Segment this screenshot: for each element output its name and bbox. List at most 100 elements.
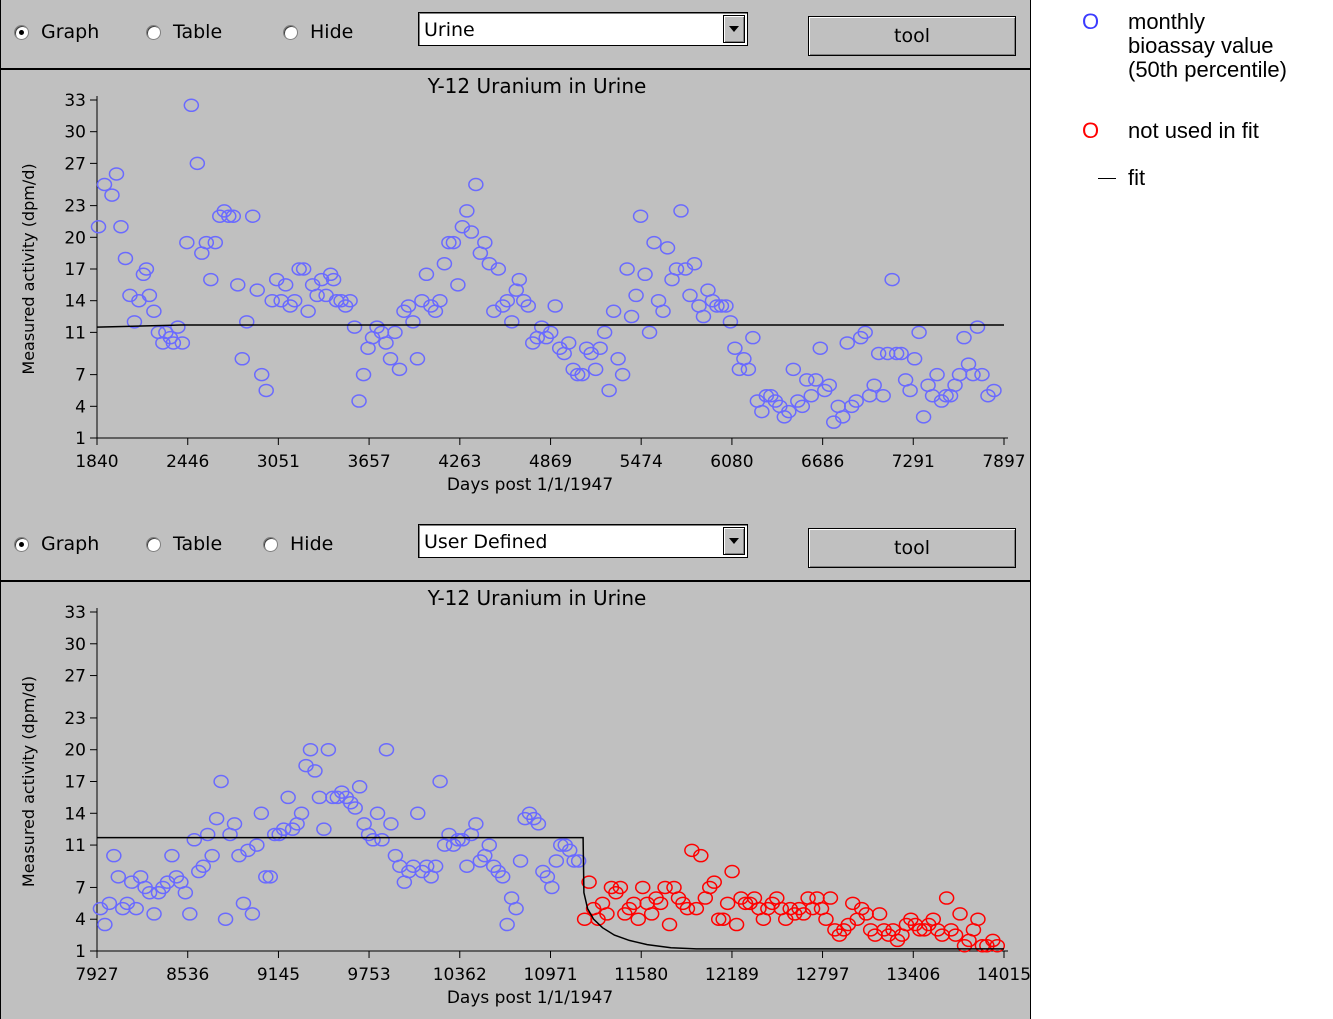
x-tick-label: 9753: [347, 965, 390, 985]
radio-graph-2[interactable]: Graph: [14, 533, 100, 555]
data-point: [508, 901, 524, 916]
data-point: [695, 309, 712, 324]
data-point: [632, 209, 649, 223]
y-tick-label: 4: [75, 397, 86, 417]
radio-table-1-label: Table: [173, 21, 223, 43]
data-point: [207, 235, 224, 250]
y-tick-label: 27: [64, 667, 86, 687]
data-point: [659, 241, 676, 255]
data-point: [258, 870, 274, 884]
y-tick-label: 20: [64, 228, 86, 248]
excluded-data-point: [938, 891, 955, 905]
data-point: [682, 288, 698, 303]
data-point: [110, 870, 127, 884]
data-point: [351, 780, 368, 794]
excluded-data-point: [970, 912, 986, 926]
measurement-dropdown-1[interactable]: Urine: [418, 12, 748, 46]
radio-hide-2-indicator[interactable]: [263, 536, 278, 552]
dropdown-arrow-1-button[interactable]: [723, 15, 745, 43]
y-axis-label: Measured activity (dpm/d): [19, 163, 38, 374]
chevron-down-icon: [729, 26, 739, 32]
data-point: [165, 336, 182, 350]
measurement-dropdown-2[interactable]: User Defined: [418, 524, 748, 558]
data-point: [365, 833, 381, 847]
y-tick-label: 30: [64, 123, 86, 143]
legend-marker-blue-circle: O: [1082, 9, 1100, 34]
radio-graph-2-indicator[interactable]: [14, 536, 29, 552]
data-point: [213, 774, 229, 789]
controls-bar-2: Graph Table Hide User Defined tool: [0, 512, 1031, 570]
y-tick-label: 23: [64, 197, 86, 217]
data-point: [686, 256, 703, 271]
radio-graph-1[interactable]: Graph: [14, 21, 99, 43]
data-point: [182, 907, 198, 921]
radio-graph-2-label: Graph: [41, 533, 100, 555]
x-tick-label: 11580: [614, 965, 668, 985]
data-point: [566, 854, 582, 868]
dropdown-arrow-2-button[interactable]: [723, 527, 745, 555]
y-tick-label: 14: [64, 292, 86, 312]
radio-hide-2-label: Hide: [290, 533, 334, 555]
x-axis-label: Days post 1/1/1947: [447, 475, 613, 495]
data-point: [128, 901, 144, 916]
radio-table-1[interactable]: Table: [146, 21, 223, 43]
data-point: [436, 256, 453, 271]
x-tick-label: 9145: [257, 965, 300, 985]
radio-graph-1-indicator[interactable]: [14, 24, 29, 40]
data-point: [113, 220, 129, 234]
data-point: [808, 373, 824, 387]
legend-text-line: not used in fit: [1128, 118, 1259, 143]
radio-hide-1-indicator[interactable]: [283, 24, 298, 40]
data-point: [673, 204, 689, 218]
y-tick-label: 27: [64, 154, 86, 174]
data-point: [969, 320, 986, 334]
data-point: [217, 912, 234, 926]
data-point: [253, 806, 270, 821]
data-point: [520, 299, 537, 313]
data-point: [198, 235, 215, 250]
radio-table-2-indicator[interactable]: [146, 536, 161, 552]
data-point: [929, 367, 945, 382]
data-point: [382, 352, 399, 366]
legend-text-fit: fit: [1128, 166, 1333, 190]
data-point: [195, 859, 211, 873]
radio-table-2[interactable]: Table: [146, 533, 222, 555]
data-point: [623, 309, 640, 324]
data-point: [812, 341, 829, 355]
data-point: [104, 188, 120, 202]
data-point: [450, 278, 466, 292]
data-point: [619, 262, 635, 276]
data-point: [511, 272, 528, 287]
radio-hide-1[interactable]: Hide: [283, 21, 353, 43]
data-point: [938, 389, 954, 403]
data-point: [463, 225, 480, 239]
data-point: [138, 262, 155, 276]
data-point: [369, 806, 386, 821]
data-point: [325, 272, 342, 287]
legend-text-line: bioassay value: [1128, 33, 1274, 58]
data-point: [391, 362, 408, 377]
data-point: [295, 262, 312, 276]
x-tick-label: 4263: [438, 452, 481, 472]
data-point: [225, 209, 242, 223]
data-point: [286, 293, 303, 308]
data-point: [432, 774, 448, 789]
data-point: [727, 341, 743, 355]
data-point: [378, 742, 395, 757]
data-point: [834, 410, 851, 424]
controls-bar-1: Graph Table Hide Urine tool: [0, 0, 1031, 58]
legend-text-monthly: monthly bioassay value (50th percentile): [1128, 10, 1333, 82]
data-point: [542, 325, 559, 340]
tool-button-2[interactable]: tool: [808, 528, 1016, 568]
data-point: [839, 336, 855, 350]
radio-table-1-indicator[interactable]: [146, 24, 161, 40]
tool-button-1[interactable]: tool: [808, 16, 1016, 56]
radio-hide-2[interactable]: Hide: [263, 533, 334, 555]
data-point: [101, 896, 118, 911]
excluded-data-point: [947, 928, 964, 942]
x-tick-label: 14015: [977, 965, 1031, 985]
data-point: [655, 304, 671, 318]
y-axis-label: Measured activity (dpm/d): [19, 676, 38, 887]
x-tick-label: 7927: [75, 965, 118, 985]
data-point: [277, 278, 294, 292]
